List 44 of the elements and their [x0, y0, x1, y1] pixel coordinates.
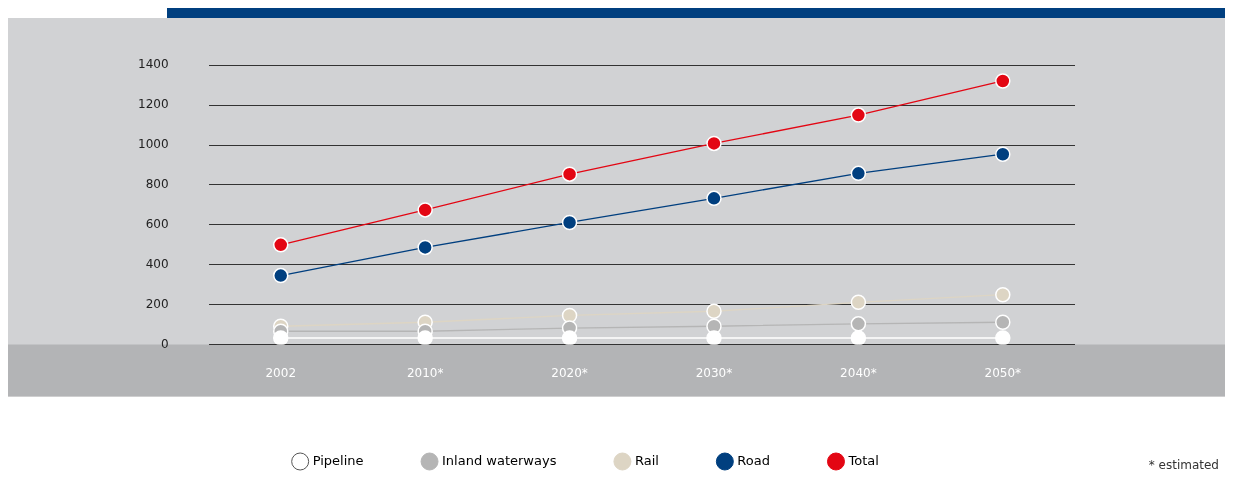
y-tick-label: 800	[145, 177, 169, 192]
legend-label: Inland waterways	[442, 452, 557, 468]
point	[417, 202, 433, 218]
point	[272, 267, 289, 284]
y-tick-label: 1400	[137, 57, 169, 72]
x-tick-label: 2050*	[984, 365, 1022, 380]
x-tick-label: 2040*	[840, 365, 877, 380]
point	[561, 166, 578, 182]
y-tick-label: 1000	[137, 137, 169, 152]
point	[995, 286, 1011, 303]
legend-label: Total	[847, 452, 879, 468]
point	[417, 330, 433, 345]
y-tick-label: 0	[160, 336, 169, 351]
x-tick-label: 2010*	[406, 365, 444, 380]
point	[850, 107, 867, 123]
legend-label: Pipeline	[312, 452, 364, 468]
point	[995, 314, 1011, 330]
point	[995, 330, 1011, 345]
point	[850, 316, 867, 332]
x-tick-label: 2030*	[695, 365, 733, 380]
point	[850, 165, 867, 182]
point	[561, 214, 578, 231]
y-tick-label: 600	[145, 216, 169, 231]
point	[995, 73, 1011, 89]
point	[706, 135, 722, 152]
x-tick-label: 2002	[265, 365, 297, 380]
point	[272, 237, 289, 253]
point	[706, 190, 722, 207]
point	[706, 303, 722, 320]
point	[850, 294, 867, 311]
point	[272, 330, 289, 345]
x-tick-label: 2020*	[551, 365, 588, 380]
y-tick-label: 1200	[137, 97, 169, 112]
point	[561, 330, 578, 345]
y-tick-label: 200	[145, 296, 169, 311]
y-tick-label: 400	[145, 256, 169, 271]
point	[850, 330, 867, 345]
legend-label: Road	[737, 452, 770, 468]
point	[417, 239, 433, 256]
point	[995, 146, 1011, 162]
point	[561, 307, 578, 324]
legend-label: Rail	[634, 452, 659, 468]
point	[706, 330, 722, 345]
text: * estimated	[1148, 458, 1219, 473]
